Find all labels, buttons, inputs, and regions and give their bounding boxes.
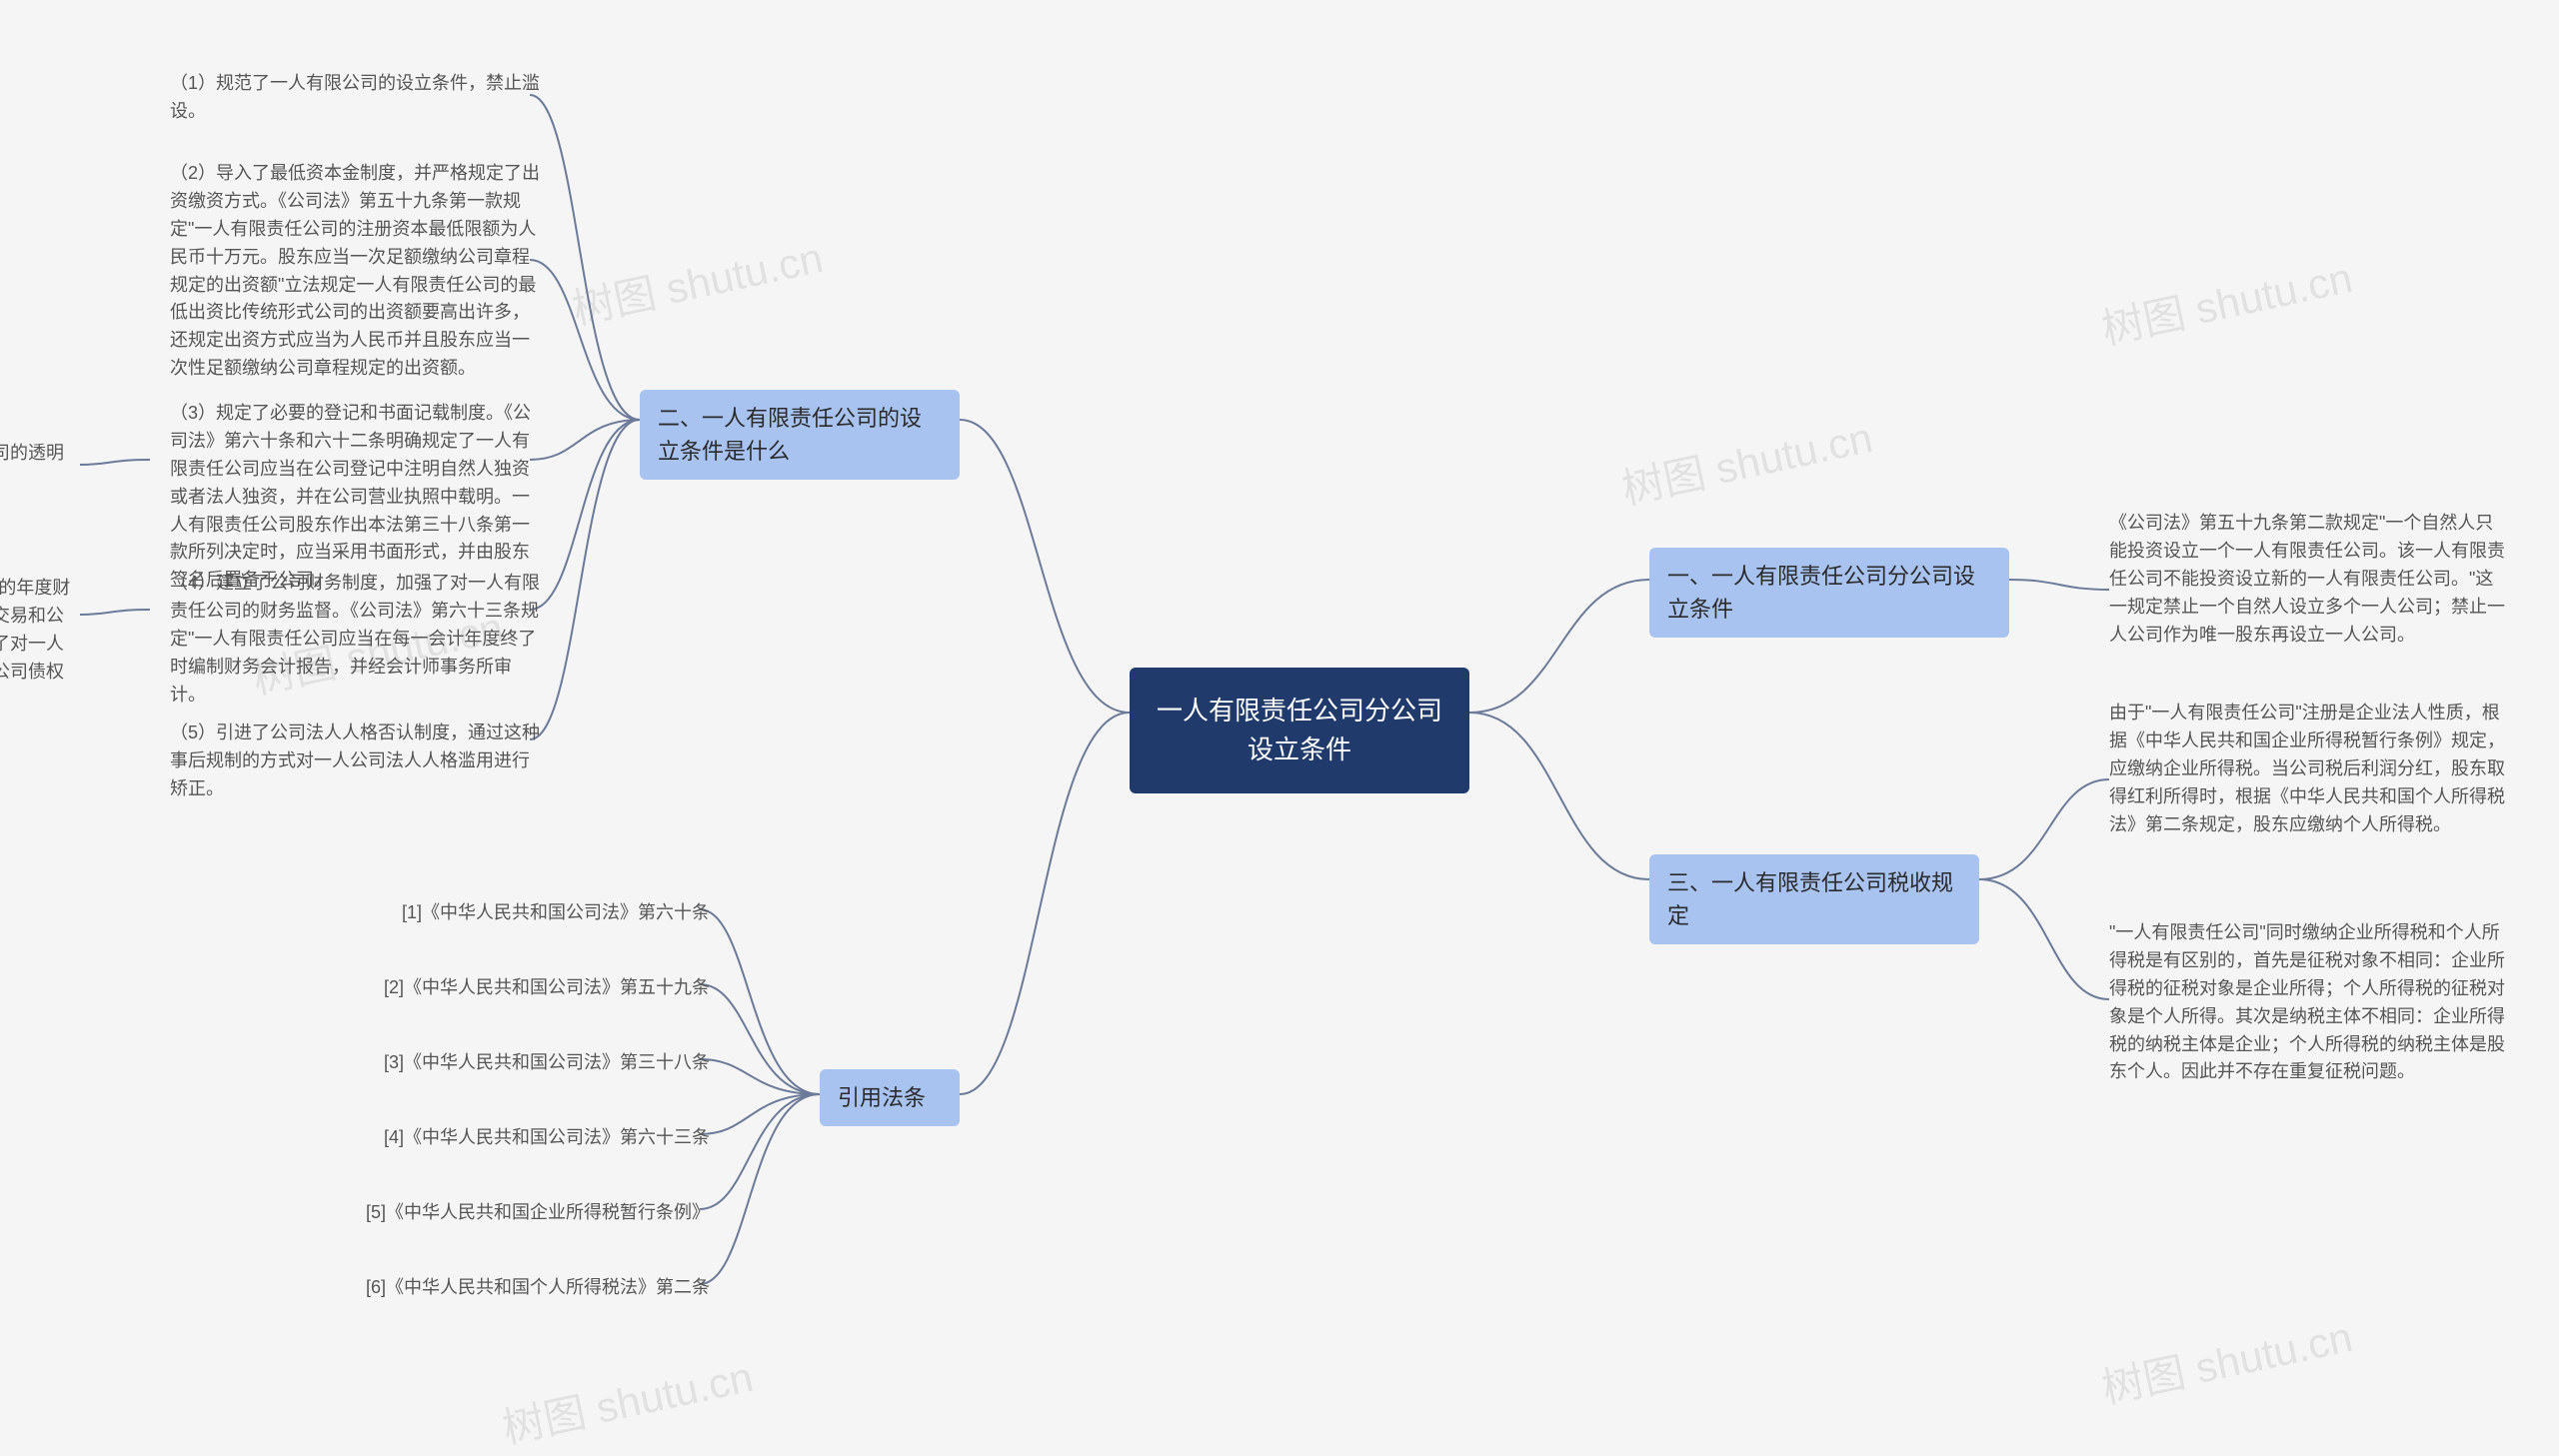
root-node[interactable]: 一人有限责任公司分公司设立条件: [1130, 668, 1469, 793]
leaf-b4-1: [1]《中华人民共和国公司法》第六十条: [350, 899, 710, 927]
branch-b1[interactable]: 一、一人有限责任公司分公司设立条件: [1649, 548, 2009, 638]
leaf-b1-1: 《公司法》第五十九条第二款规定"一个自然人只能投资设立一个一人有限责任公司。该一…: [2109, 510, 2509, 649]
watermark: 树图 shutu.cn: [566, 224, 828, 337]
leaf-b4-2: [2]《中华人民共和国公司法》第五十九条: [350, 974, 710, 1002]
branch-b3[interactable]: 三、一人有限责任公司税收规定: [1649, 854, 1979, 944]
watermark: 树图 shutu.cn: [2095, 244, 2357, 357]
branch-b1-label: 一、一人有限责任公司分公司设立条件: [1667, 564, 1975, 622]
leaf-b4-3: [3]《中华人民共和国公司法》第三十八条: [350, 1049, 710, 1077]
leaf-b2-1: （1）规范了一人有限公司的设立条件，禁止滥设。: [170, 70, 540, 126]
branch-b4[interactable]: 引用法条: [820, 1069, 960, 1126]
leaf-b2-3: （3）规定了必要的登记和书面记载制度。《公司法》第六十条和六十二条明确规定了一人…: [170, 400, 540, 595]
root-label: 一人有限责任公司分公司设立条件: [1157, 696, 1442, 764]
leaf-b2-2: （2）导入了最低资本金制度，并严格规定了出资缴资方式。《公司法》第五十九条第一款…: [170, 160, 540, 383]
branch-b2-label: 二、一人有限责任公司的设立条件是什么: [658, 406, 922, 464]
leaf-b2-5: （5）引进了公司法人人格否认制度，通过这种事后规制的方式对一人公司法人人格滥用进…: [170, 720, 540, 803]
leaf-b4-4: [4]《中华人民共和国公司法》第六十三条: [350, 1124, 710, 1152]
leaf-b3-2: "一人有限责任公司"同时缴纳企业所得税和个人所得税是有区别的，首先是征税对象不相…: [2109, 919, 2509, 1086]
leaf-b2-3-sub: 这一规定提高了一人有限责任公司的透明度，有利于债权人对其进行监督。: [0, 440, 80, 496]
branch-b2[interactable]: 二、一人有限责任公司的设立条件是什么: [640, 390, 960, 480]
watermark: 树图 shutu.cn: [2095, 1303, 2357, 1416]
leaf-b2-4-sub: "这一规定可以及时了解一人公司的年度财务状况，防止一人公司进行自我交易和公司财产…: [0, 575, 80, 714]
branch-b4-label: 引用法条: [838, 1085, 926, 1110]
watermark: 树图 shutu.cn: [496, 1343, 758, 1456]
leaf-b4-6: [6]《中华人民共和国个人所得税法》第二条: [330, 1274, 710, 1302]
leaf-b3-1: 由于"一人有限责任公司"注册是企业法人性质，根据《中华人民共和国企业所得税暂行条…: [2109, 700, 2509, 838]
leaf-b2-4: （4）建立了公司财务制度，加强了对一人有限责任公司的财务监督。《公司法》第六十三…: [170, 570, 540, 709]
branch-b3-label: 三、一人有限责任公司税收规定: [1667, 870, 1953, 928]
watermark: 树图 shutu.cn: [1615, 404, 1877, 517]
leaf-b4-5: [5]《中华人民共和国企业所得税暂行条例》: [330, 1199, 710, 1227]
